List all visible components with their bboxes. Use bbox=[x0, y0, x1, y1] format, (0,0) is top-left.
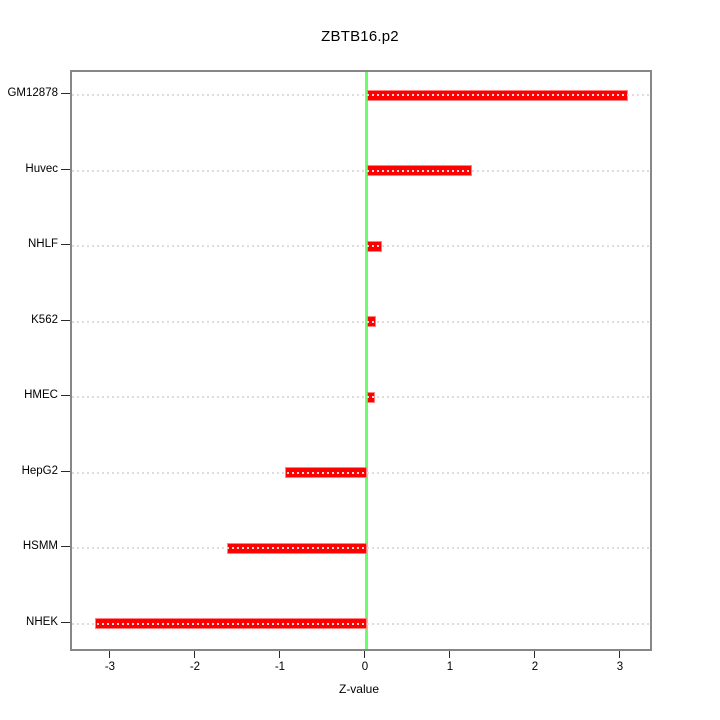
x-axis-tick bbox=[109, 651, 111, 658]
y-tick-label: Huvec bbox=[25, 162, 58, 175]
zero-reference-line bbox=[365, 72, 369, 649]
bar bbox=[366, 391, 375, 403]
x-tick-label: -1 bbox=[274, 661, 286, 673]
y-axis-tick bbox=[61, 470, 70, 472]
gridline bbox=[72, 320, 650, 323]
x-axis-tick bbox=[534, 651, 536, 658]
y-axis-tick bbox=[61, 244, 70, 245]
y-axis-tick bbox=[61, 93, 70, 94]
y-tick-label: NHLF bbox=[27, 238, 58, 250]
y-tick-label: K562 bbox=[31, 313, 58, 326]
y-axis-tick bbox=[61, 621, 70, 623]
x-tick-label: 1 bbox=[446, 661, 454, 673]
chart-title: ZBTB16.p2 bbox=[321, 28, 399, 45]
bar bbox=[366, 165, 473, 176]
plot-area bbox=[70, 70, 652, 651]
x-axis-tick bbox=[619, 651, 621, 658]
y-tick-label: NHEK bbox=[26, 615, 58, 628]
x-tick-label: 0 bbox=[361, 661, 369, 673]
x-axis-title: Z-value bbox=[338, 682, 379, 696]
y-axis-tick bbox=[61, 395, 70, 396]
y-tick-label: HepG2 bbox=[21, 464, 58, 477]
x-tick-label: -3 bbox=[104, 661, 116, 673]
x-tick-label: -2 bbox=[189, 661, 201, 673]
x-tick-label: 2 bbox=[531, 661, 539, 673]
bar bbox=[366, 316, 377, 327]
x-axis-tick bbox=[194, 651, 196, 658]
y-tick-label: HSMM bbox=[22, 540, 58, 552]
x-axis-tick bbox=[449, 651, 451, 658]
gridline bbox=[72, 169, 650, 172]
bar bbox=[366, 89, 628, 101]
y-tick-label: GM12878 bbox=[7, 87, 58, 99]
bar bbox=[285, 467, 367, 478]
x-tick-label: 3 bbox=[616, 661, 624, 673]
gridline bbox=[72, 245, 650, 247]
y-tick-label: HMEC bbox=[24, 389, 58, 401]
y-axis-tick bbox=[61, 168, 70, 170]
gridline bbox=[72, 396, 650, 398]
bar bbox=[94, 618, 367, 629]
x-axis-tick bbox=[364, 651, 366, 658]
bar bbox=[226, 542, 367, 554]
y-axis-tick bbox=[61, 319, 70, 321]
y-axis-tick bbox=[61, 546, 70, 547]
bar bbox=[366, 240, 383, 252]
x-axis-tick bbox=[279, 651, 281, 658]
